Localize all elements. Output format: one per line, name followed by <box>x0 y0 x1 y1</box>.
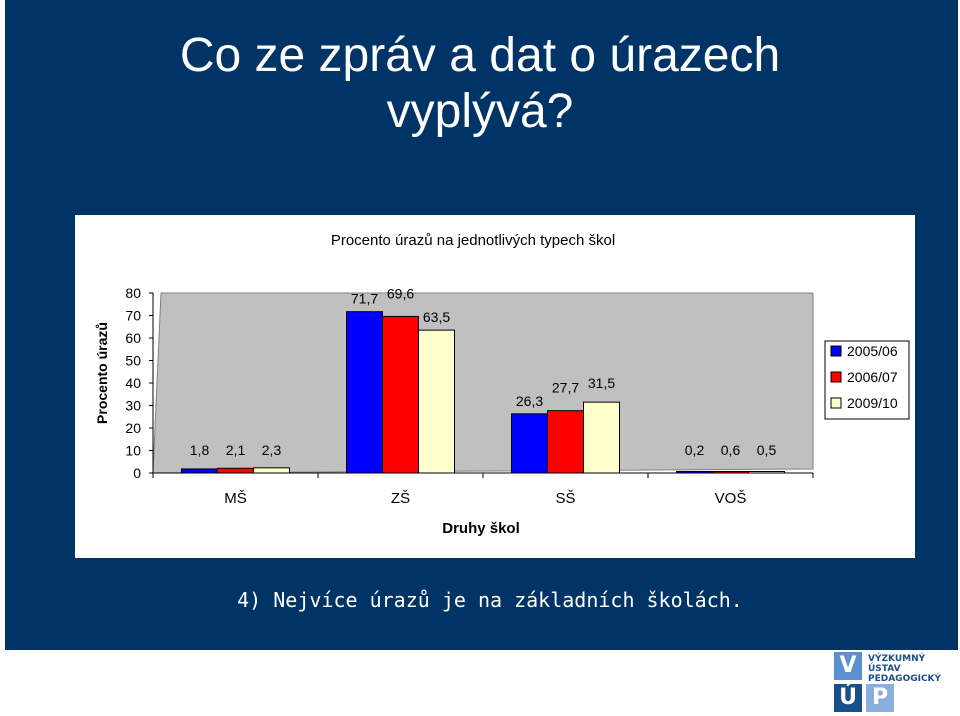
logo-letter-u: Ú <box>834 684 862 712</box>
y-tick-label-7: 70 <box>125 308 141 324</box>
legend-swatch-0 <box>830 345 842 357</box>
bar-1-0 <box>346 311 383 474</box>
legend-swatch-2 <box>830 397 842 409</box>
data-label-1-1: 69,6 <box>387 285 414 301</box>
y-tick-label-5: 50 <box>125 353 141 369</box>
vup-logo: V Ú P VÝZKUMNÝ ÚSTAV PEDAGOGICKÝ <box>834 652 944 714</box>
x-tick-label-2: SŠ <box>555 490 575 507</box>
logo-letter-v: V <box>834 652 862 680</box>
y-axis-label: Procento úrazů <box>94 322 110 424</box>
bar-1-2 <box>418 329 455 474</box>
bar-3-2 <box>748 471 785 474</box>
logo-letter-p: P <box>866 684 894 712</box>
title-line-2: vyplývá? <box>386 85 574 138</box>
bar-2-1 <box>547 410 584 474</box>
bar-0-2 <box>253 467 290 474</box>
bar-2-2 <box>583 401 620 474</box>
y-tick-label-8: 80 <box>125 285 141 301</box>
chart-container: Procento úrazů na jednotlivých typech šk… <box>75 215 915 558</box>
bar-2-0 <box>511 413 548 474</box>
x-tick-label-3: VOŠ <box>715 490 747 507</box>
data-label-2-2: 31,5 <box>588 375 615 391</box>
data-label-3-2: 0,5 <box>757 442 777 458</box>
data-label-2-0: 26,3 <box>516 393 543 409</box>
x-tick-label-0: MŠ <box>224 490 247 507</box>
slide-caption: 4) Nejvíce úrazů je na základních školác… <box>237 588 743 612</box>
legend-label-2: 2009/10 <box>847 395 898 411</box>
title-line-1: Co ze zpráv a dat o úrazech <box>179 29 781 82</box>
legend-label-0: 2005/06 <box>847 343 898 359</box>
logo-text-2: ÚSTAV <box>868 664 901 674</box>
y-tick-label-0: 0 <box>133 465 141 481</box>
y-tick-label-2: 20 <box>125 420 141 436</box>
legend-swatch-1 <box>830 371 842 383</box>
bar-0-0 <box>181 468 218 474</box>
data-label-1-0: 71,7 <box>351 291 378 307</box>
legend-label-1: 2006/07 <box>847 369 898 385</box>
bar-0-1 <box>217 467 254 474</box>
data-label-3-1: 0,6 <box>721 442 741 458</box>
data-label-3-0: 0,2 <box>685 442 705 458</box>
bar-3-1 <box>712 471 749 474</box>
bar-1-1 <box>382 315 419 474</box>
data-label-0-2: 2,3 <box>262 442 282 458</box>
slide-title: Co ze zpráv a dat o úrazech vyplývá? <box>0 28 960 140</box>
data-label-0-1: 2,1 <box>226 442 246 458</box>
logo-text-3: PEDAGOGICKÝ <box>868 674 942 684</box>
chart-title: Procento úrazů na jednotlivých typech šk… <box>331 232 615 249</box>
y-tick-label-6: 60 <box>125 330 141 346</box>
logo-text-1: VÝZKUMNÝ <box>868 654 926 664</box>
bar-chart: Procento úrazů na jednotlivých typech šk… <box>94 232 910 537</box>
data-label-1-2: 63,5 <box>423 309 450 325</box>
data-label-2-1: 27,7 <box>552 380 579 396</box>
data-label-0-0: 1,8 <box>190 442 210 458</box>
x-axis-label: Druhy škol <box>442 520 520 537</box>
y-tick-label-3: 30 <box>125 398 141 414</box>
bar-3-0 <box>676 471 713 474</box>
y-tick-label-4: 40 <box>125 375 141 391</box>
plot-area <box>152 292 814 474</box>
x-tick-label-1: ZŠ <box>391 490 410 507</box>
y-tick-label-1: 10 <box>125 443 141 459</box>
